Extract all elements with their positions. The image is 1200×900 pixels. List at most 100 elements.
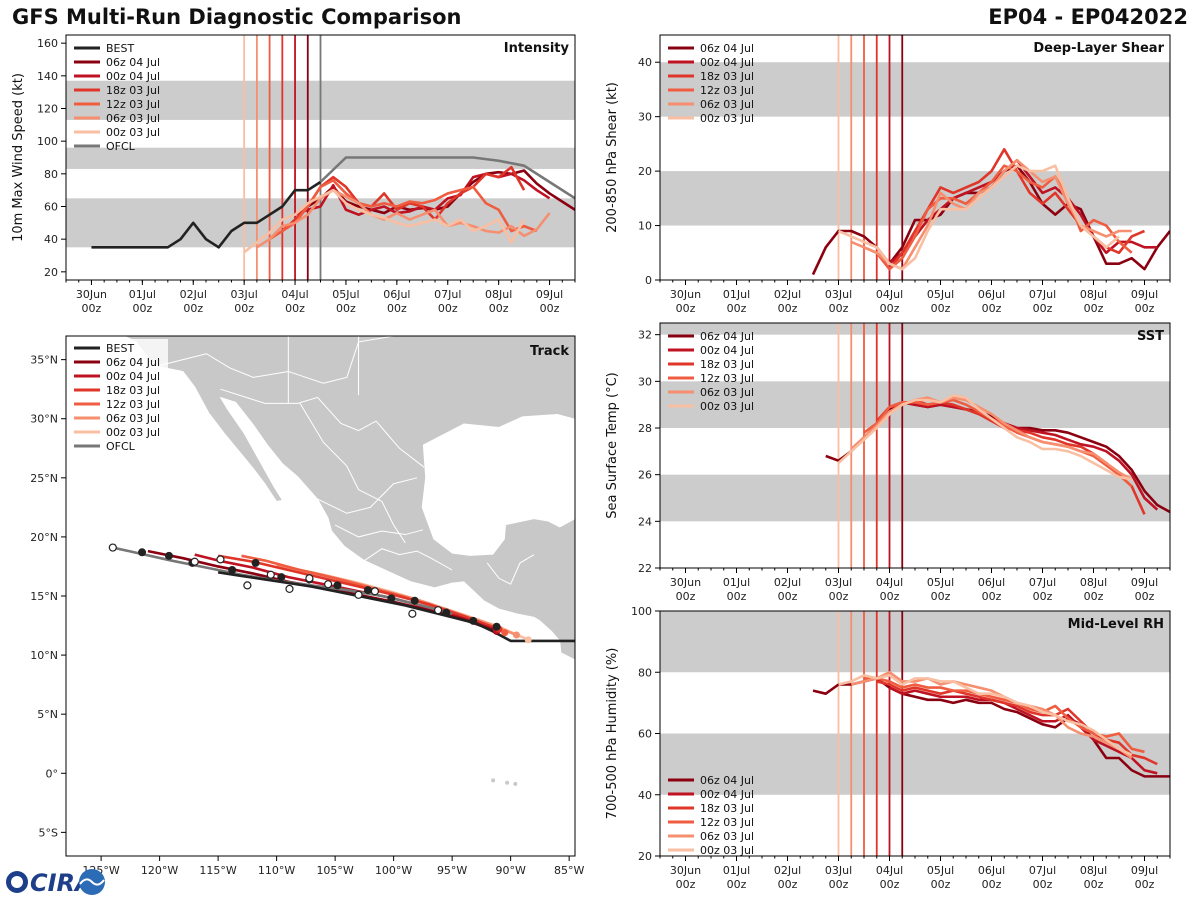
track-island <box>513 781 518 786</box>
sst-x-tick-label: 00z <box>829 590 849 603</box>
sst-x-tick-label: 30Jun <box>670 576 701 589</box>
sst-x-tick-label: 00z <box>778 590 798 603</box>
intensity-series-line <box>307 169 575 215</box>
track-run-marker <box>512 631 520 639</box>
shear-legend-label: 06z 04 Jul <box>700 42 754 55</box>
sst-legend-label: 06z 03 Jul <box>700 386 754 399</box>
shear-legend-label: 00z 04 Jul <box>700 56 754 69</box>
cira-logo-emblem-center <box>11 876 23 888</box>
sst-band <box>660 474 1170 522</box>
intensity-series-line <box>91 180 322 249</box>
rh-x-tick-label: 30Jun <box>670 864 701 877</box>
track-legend-label: 06z 03 Jul <box>106 412 160 425</box>
sst-legend-label: 00z 03 Jul <box>700 400 754 413</box>
sst-y-axis-label: Sea Surface Temp (°C) <box>605 372 620 519</box>
intensity-legend-label: 12z 03 Jul <box>106 98 160 111</box>
track-line <box>217 554 500 631</box>
shear-plot-area <box>660 35 1170 280</box>
track-y-tick-label: 15°N <box>30 590 58 603</box>
track-run-marker <box>501 629 509 637</box>
intensity-x-tick-label: 00z <box>540 302 560 315</box>
track-border <box>486 554 535 585</box>
shear-series-line <box>837 164 1120 271</box>
rh-legend-label: 00z 04 Jul <box>700 788 754 801</box>
intensity-x-tick-label: 00z <box>82 302 102 315</box>
track-x-tick-label: 90°W <box>495 864 525 877</box>
shear-legend-label: 12z 03 Jul <box>700 84 754 97</box>
track-best-marker <box>228 566 237 574</box>
sst-y-tick-label: 32 <box>638 329 652 342</box>
rh-x-tick-label: 09Jul <box>1131 864 1158 877</box>
track-best-marker <box>410 596 419 605</box>
track-line <box>217 571 575 643</box>
track-border <box>334 524 424 538</box>
track-best-marker <box>363 586 372 595</box>
intensity-plot-area <box>66 35 575 280</box>
sst-x-tick-label: 00z <box>931 590 951 603</box>
shear-y-tick-label: 10 <box>638 220 652 233</box>
sst-x-tick-label: 03Jul <box>825 576 852 589</box>
intensity-legend-label: OFCL <box>106 140 136 153</box>
intensity-series-line <box>319 156 575 200</box>
track-land <box>123 336 575 661</box>
shear-x-tick-label: 08Jul <box>1080 288 1107 301</box>
track-run-marker <box>524 636 532 644</box>
shear-x-tick-label: 09Jul <box>1131 288 1158 301</box>
intensity-panel: 30Jun00z01Jul00z02Jul00z03Jul00z04Jul00z… <box>11 34 576 315</box>
sst-y-tick-label: 28 <box>638 422 652 435</box>
intensity-legend-label: 00z 04 Jul <box>106 70 160 83</box>
track-x-tick-label: 115°W <box>199 864 236 877</box>
sst-x-tick-label: 00z <box>1033 590 1053 603</box>
intensity-x-tick-label: 05Jul <box>332 288 359 301</box>
rh-x-tick-label: 06Jul <box>978 864 1005 877</box>
sst-x-tick-label: 00z <box>1135 590 1155 603</box>
intensity-x-tick-label: 00z <box>489 302 509 315</box>
shear-x-tick-label: 00z <box>727 302 747 315</box>
sst-x-tick-label: 09Jul <box>1131 576 1158 589</box>
intensity-legend-label: 00z 03 Jul <box>106 126 160 139</box>
shear-x-tick-label: 03Jul <box>825 288 852 301</box>
sst-x-tick-label: 00z <box>676 590 696 603</box>
intensity-x-tick-label: 00z <box>336 302 356 315</box>
shear-band <box>660 171 1170 226</box>
intensity-y-tick-label: 20 <box>44 266 58 279</box>
track-best-marker <box>469 616 478 625</box>
rh-legend-label: 06z 03 Jul <box>700 830 754 843</box>
rh-x-tick-label: 00z <box>982 878 1002 891</box>
track-island <box>575 499 604 507</box>
sst-y-tick-label: 30 <box>638 375 652 388</box>
rh-x-tick-label: 00z <box>880 878 900 891</box>
track-border <box>317 477 418 514</box>
rh-plot-area <box>660 611 1170 856</box>
track-island <box>505 780 510 785</box>
rh-series-line <box>876 680 1158 766</box>
rh-series-line <box>850 670 1133 760</box>
intensity-x-tick-label: 02Jul <box>180 288 207 301</box>
intensity-y-tick-label: 80 <box>44 168 58 181</box>
track-y-tick-label: 10°N <box>30 649 58 662</box>
rh-y-tick-label: 60 <box>638 728 652 741</box>
rh-x-tick-label: 05Jul <box>927 864 954 877</box>
rh-x-tick-label: 00z <box>676 878 696 891</box>
shear-x-tick-label: 00z <box>1135 302 1155 315</box>
track-legend-label: 18z 03 Jul <box>106 384 160 397</box>
track-panel: 125°W 120°W 115°W 110°W 105°W 100°W 95°W 90°W 85… <box>30 335 604 877</box>
shear-panel: 30Jun00z01Jul00z02Jul00z03Jul00z04Jul00z… <box>605 34 1171 315</box>
track-legend-label: BEST <box>106 342 134 355</box>
track-x-tick-label: 100°W <box>375 864 412 877</box>
rh-x-tick-label: 08Jul <box>1080 864 1107 877</box>
track-ofcl-marker <box>285 584 294 594</box>
intensity-x-tick-label: 04Jul <box>281 288 308 301</box>
intensity-x-tick-label: 30Jun <box>76 288 107 301</box>
intensity-series-line <box>243 188 526 254</box>
intensity-y-axis-label: 10m Max Wind Speed (kt) <box>11 73 26 242</box>
shear-y-tick-label: 0 <box>645 274 652 287</box>
rh-y-tick-label: 40 <box>638 789 652 802</box>
rh-y-tick-label: 80 <box>638 666 652 679</box>
rh-x-tick-label: 03Jul <box>825 864 852 877</box>
shear-legend-label: 00z 03 Jul <box>700 112 754 125</box>
rh-panel: 30Jun00z01Jul00z02Jul00z03Jul00z04Jul00z… <box>605 605 1171 891</box>
track-y-tick-label: 35°N <box>30 354 58 367</box>
track-gulf-water <box>421 414 575 556</box>
shear-x-tick-label: 00z <box>1033 302 1053 315</box>
